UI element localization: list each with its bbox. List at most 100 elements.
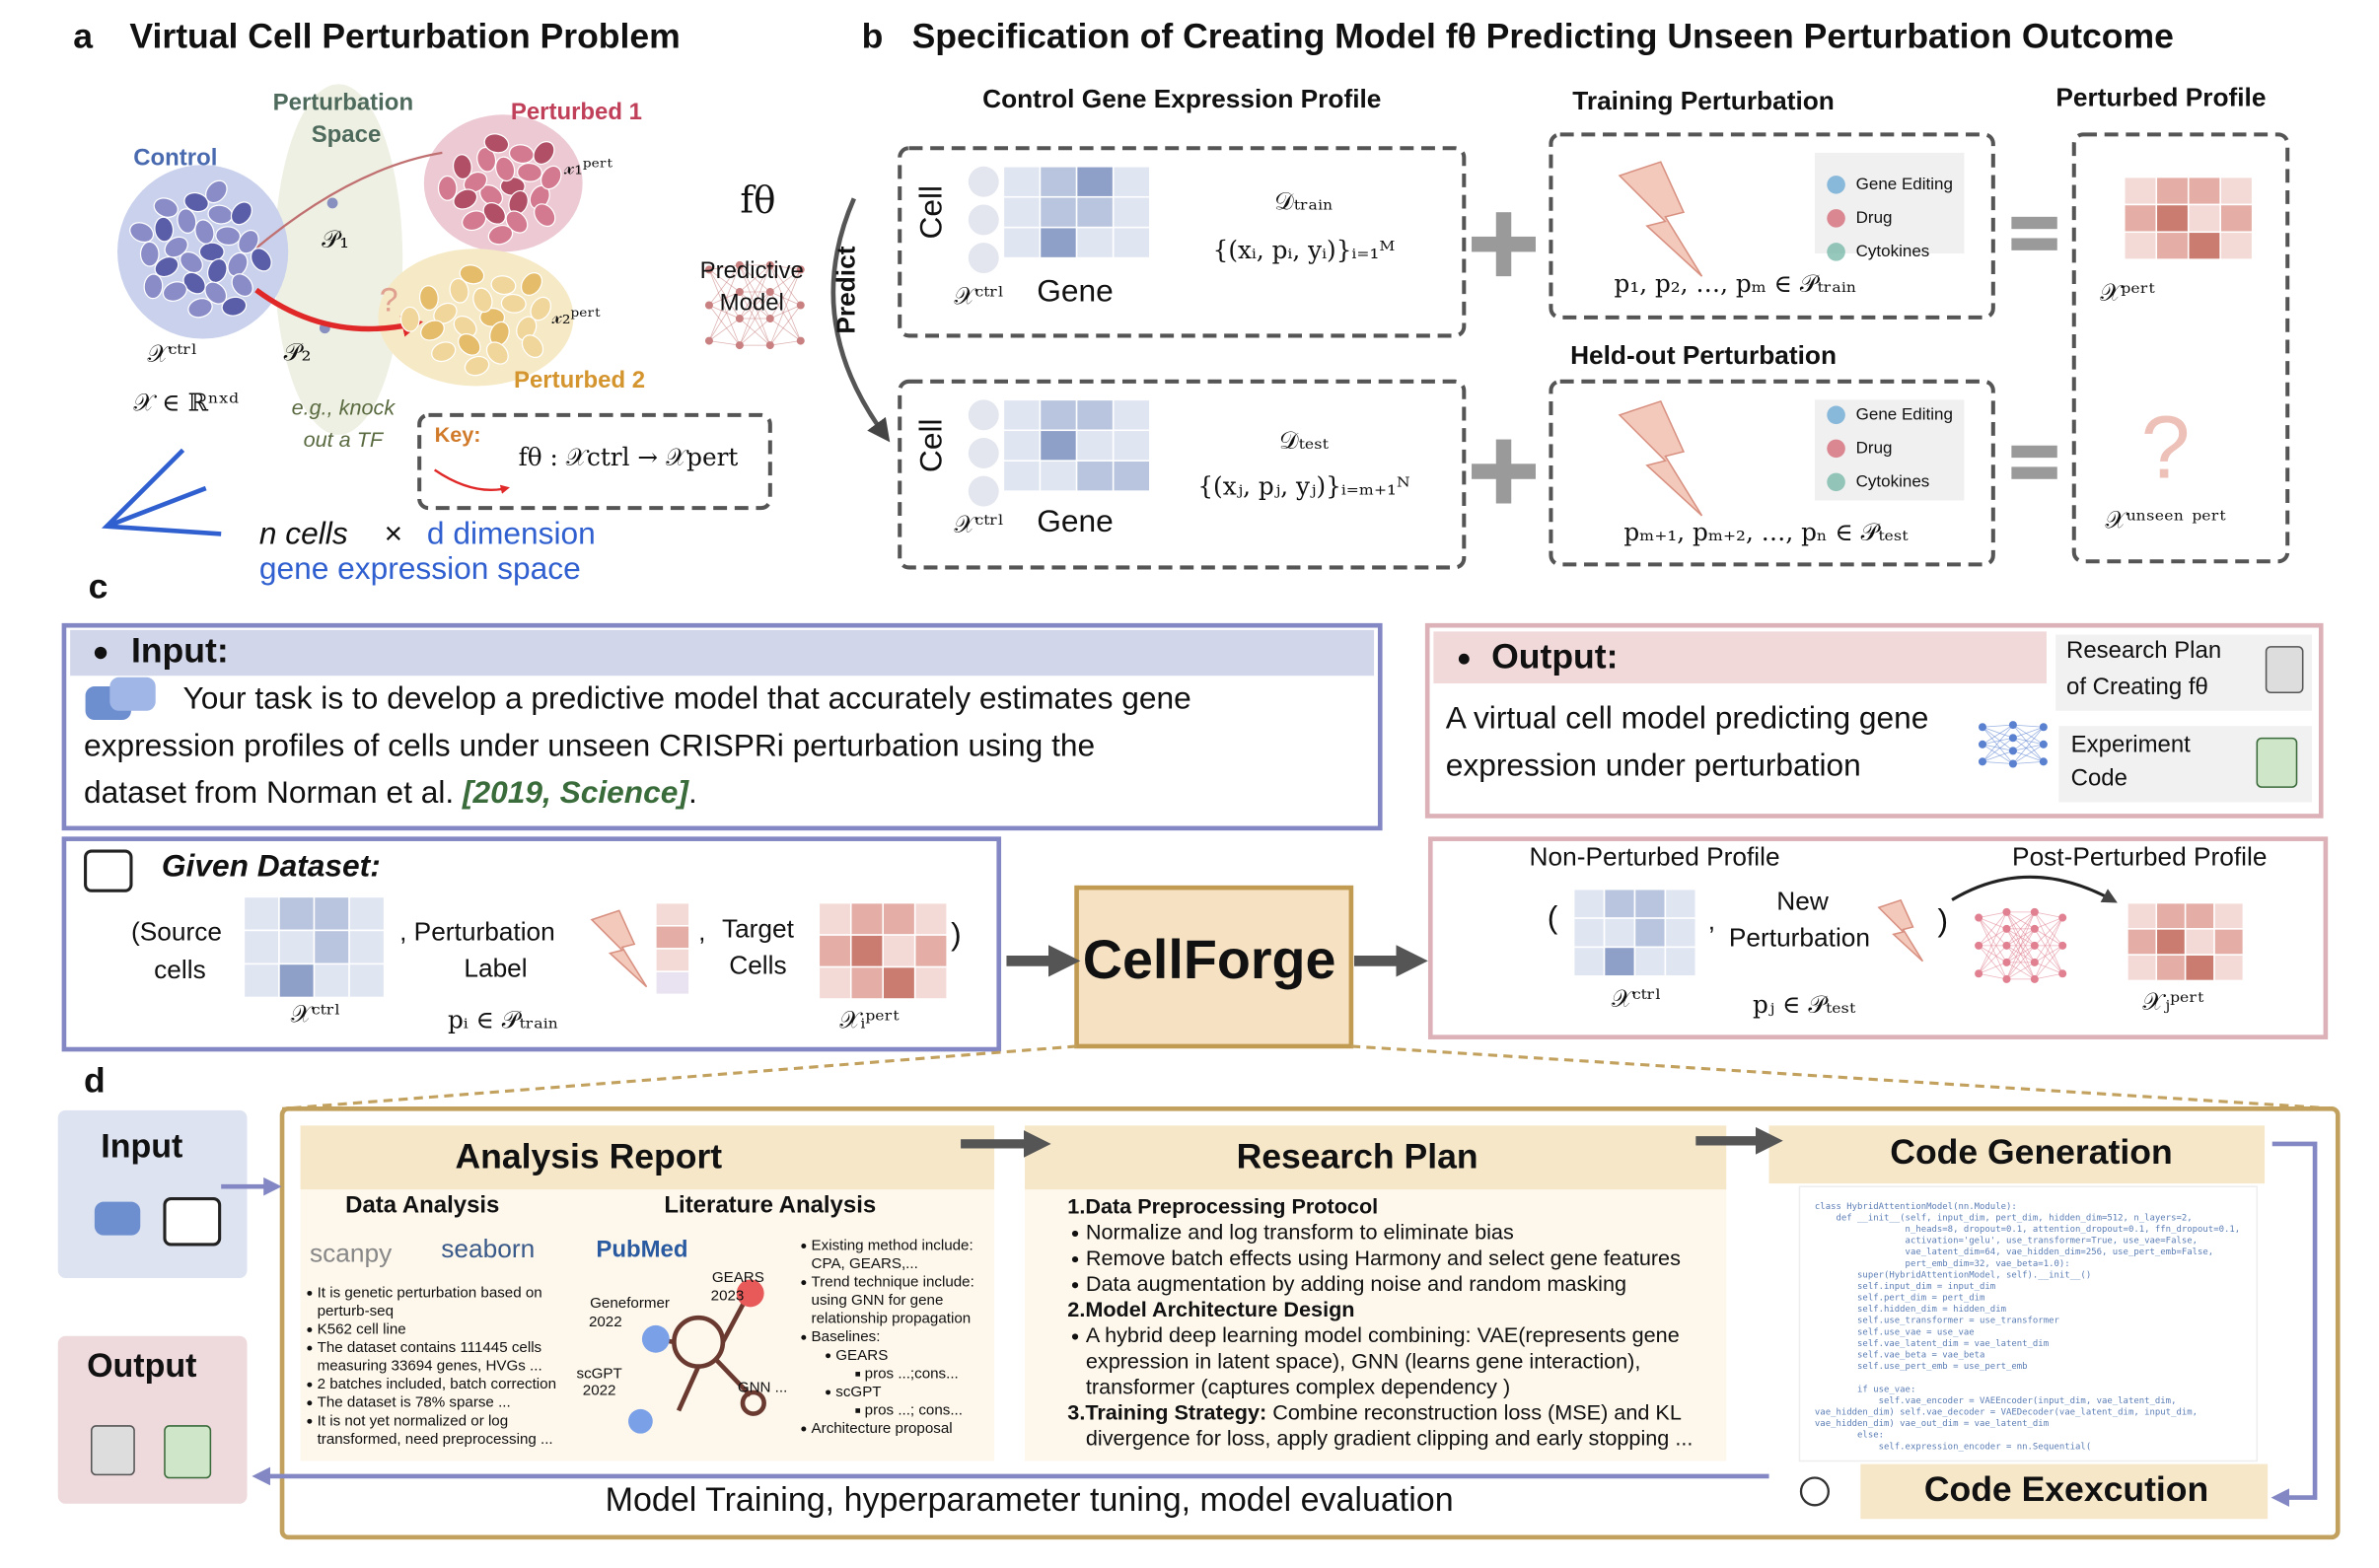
net-edge (769, 269, 802, 346)
net-edge (2012, 744, 2045, 764)
net-edge (1978, 917, 2007, 963)
matrix-cell (849, 934, 884, 968)
label: Normalize and log transform to eliminate… (1086, 1220, 1514, 1245)
label: 2022 (583, 1382, 616, 1398)
net-edge (2034, 911, 2063, 918)
net-edge (2006, 911, 2036, 930)
cell (139, 241, 160, 267)
icon (1827, 405, 1845, 425)
bullet (855, 1372, 861, 1377)
label: 𝒳ᵘⁿˢᵉᵉⁿ ᵖᵉʳᵗ (2106, 506, 2227, 535)
cell (205, 179, 228, 204)
label: The dataset is 78% sparse ... (318, 1394, 511, 1411)
cell (198, 242, 225, 262)
arrow (434, 468, 510, 494)
chat-icon (109, 677, 156, 711)
net-edge (769, 318, 801, 341)
net-node (735, 341, 744, 350)
label: {(xⱼ, pⱼ, yⱼ)}ᵢ₌ₘ₊₁ᴺ (1197, 472, 1409, 501)
label: self.use_transformer = use_transformer (1815, 1317, 2060, 1326)
net-node (2002, 958, 2011, 966)
net-node (704, 336, 713, 345)
label: Control (133, 144, 217, 171)
box (2071, 132, 2290, 564)
net-node (2002, 941, 2011, 950)
graph-node (641, 1324, 670, 1353)
text: Combine reconstruction loss (MSE) and KL (1266, 1399, 1682, 1424)
arrow (254, 287, 423, 337)
net-node (735, 315, 744, 323)
matrix-cell (2184, 901, 2215, 930)
label: 2022 (589, 1314, 622, 1330)
cell (453, 315, 477, 338)
matrix-cell (1002, 226, 1042, 259)
net-node (2030, 907, 2039, 916)
label: A hybrid deep learning model combining: … (1086, 1322, 1680, 1347)
matrix-cell (2213, 901, 2245, 930)
cell (238, 229, 259, 254)
matrix-cell (913, 965, 948, 1000)
db-icon (163, 1197, 222, 1247)
label: Baselines: (812, 1328, 881, 1345)
label-cell (655, 925, 690, 950)
net-edge (739, 291, 771, 346)
label: self.input_dim = input_dim (1815, 1282, 1995, 1292)
matrix-cell (2127, 954, 2158, 982)
net-edge (1982, 737, 2014, 746)
label: Input (101, 1128, 182, 1166)
net-edge (739, 264, 771, 346)
graph-node (740, 1390, 766, 1416)
cell (437, 175, 458, 201)
net-edge (708, 264, 741, 306)
label: Non-Perturbed Profile (1530, 842, 1780, 872)
label: scanpy (310, 1239, 393, 1268)
net-edge (739, 318, 771, 346)
net-edge (2012, 724, 2044, 728)
net-edge (708, 264, 741, 341)
net-edge (1982, 727, 2014, 764)
label: It is genetic perturbation based on (318, 1284, 542, 1301)
label: Predictive (700, 257, 804, 284)
net-node (1975, 969, 1983, 978)
icon (1827, 439, 1845, 459)
net-node (2030, 958, 2039, 966)
cell (143, 273, 164, 300)
net-edge (769, 291, 802, 341)
net-edge (1978, 917, 2007, 980)
matrix-cell (1633, 888, 1667, 919)
bullet (307, 1382, 313, 1388)
text: dataset from Norman et al. (84, 774, 463, 810)
net-edge (2034, 972, 2063, 980)
label: Gene (1037, 503, 1114, 538)
net-edge (2012, 750, 2044, 762)
box (898, 146, 1467, 338)
label: Model Training, hyperparameter tuning, m… (606, 1481, 1454, 1519)
cell (540, 165, 562, 190)
net-edge (708, 291, 741, 341)
net-edge (2012, 744, 2044, 751)
net-edge (1982, 726, 2014, 751)
net-node (2058, 941, 2067, 950)
label: vae_latent_dim=64, vae_hidden_dim=256, u… (1815, 1247, 2213, 1257)
net-edge (2034, 917, 2063, 980)
matrix-cell (2124, 231, 2158, 260)
label: Analysis Report (455, 1137, 722, 1176)
net-node (765, 260, 774, 269)
label: Label (464, 954, 527, 983)
label: self.use_vae = use_vae (1815, 1327, 1975, 1337)
matrix-cell (2124, 176, 2158, 206)
label: Gene Editing (1856, 404, 1953, 423)
cell-dot (968, 399, 999, 431)
label: A virtual cell model predicting gene (1446, 699, 1929, 735)
matrix-cell (1075, 226, 1115, 259)
label: Literature Analysis (664, 1192, 876, 1219)
label-cell (655, 948, 690, 972)
label: b (862, 16, 884, 55)
cell-dot (968, 243, 999, 274)
label: self.pert_dim = pert_dim (1815, 1294, 1985, 1304)
lightning-icon (1877, 898, 1924, 962)
cell (399, 306, 420, 332)
